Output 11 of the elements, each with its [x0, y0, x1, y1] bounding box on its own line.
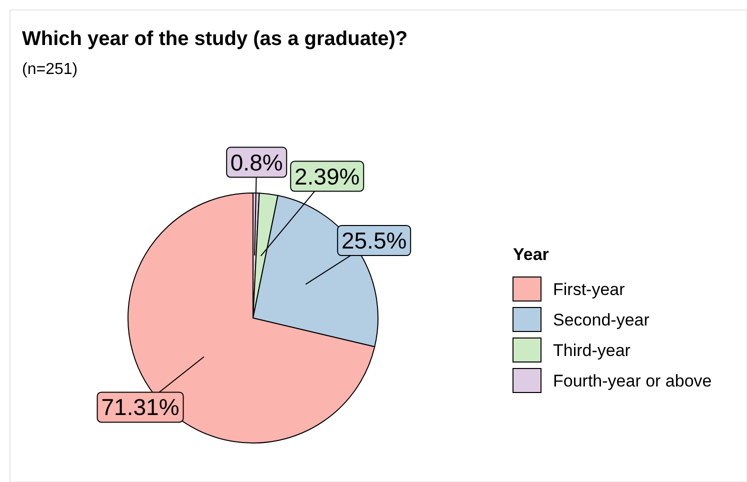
data-label: 25.5%: [341, 228, 407, 254]
chart-subtitle: (n=251): [22, 61, 78, 78]
data-label: 2.39%: [294, 163, 360, 190]
legend-label: Fourth-year or above: [553, 372, 712, 390]
legend-label: Third-year: [553, 341, 631, 360]
chart-title: Which year of the study (as a graduate)?: [22, 28, 408, 50]
data-label: 71.31%: [101, 394, 180, 420]
data-label: 0.8%: [230, 149, 283, 176]
legend-label: First-year: [553, 280, 626, 299]
legend-title: Year: [513, 245, 550, 264]
legend-label: Second-year: [553, 310, 650, 330]
